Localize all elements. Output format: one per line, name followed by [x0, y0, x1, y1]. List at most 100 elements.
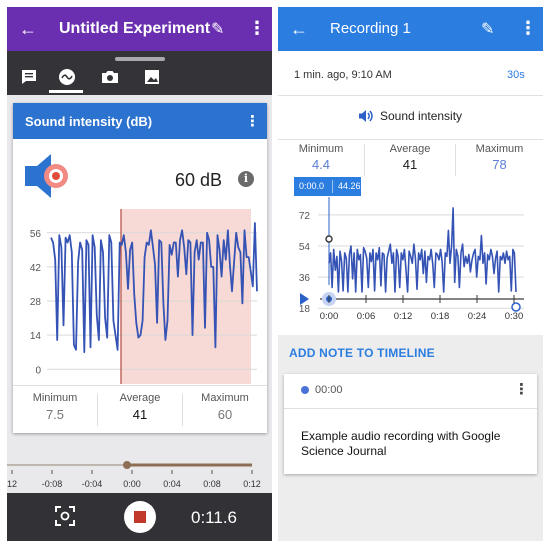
sensor-card: Sound intensity (dB) ⋮ 60 dB i 56 42 28 14 0… — [13, 103, 267, 433]
stat-label: Minimum — [298, 143, 344, 155]
divider — [455, 144, 456, 176]
x-tick-label: 0:30 — [505, 311, 524, 322]
stat-label: Average — [389, 143, 431, 155]
stat-average: Average 41 — [98, 386, 182, 434]
stat-label: Maximum — [475, 143, 524, 155]
add-note-button[interactable]: ADD NOTE TO TIMELINE — [289, 346, 435, 360]
x-tick-label: 0:18 — [431, 311, 450, 322]
timeline-tick-label: 0:12 — [243, 479, 261, 489]
timeline-tick-label: 0:00 — [123, 479, 141, 489]
pencil-icon[interactable]: ✎ — [211, 21, 225, 38]
right-screen: ← Recording 1 ✎ ⋮ 1 min. ago, 9:10 AM 30… — [278, 7, 543, 541]
recording-time: 0:11.6 — [191, 508, 238, 527]
arrow-left-icon[interactable]: ← — [290, 19, 308, 39]
current-reading: 60 dB — [175, 170, 223, 190]
sensor-wave-icon[interactable] — [57, 67, 77, 87]
sensor-name: Sound intensity — [380, 109, 463, 123]
pencil-icon[interactable]: ✎ — [481, 21, 495, 38]
sensor-card-title: Sound intensity (dB) — [25, 114, 153, 129]
recording-bar: 0:11.6 — [7, 493, 272, 541]
value-tooltip: 0:00.0 44.26 — [294, 177, 361, 196]
live-chart: 56 42 28 14 0 — [30, 209, 258, 384]
live-series-line — [50, 222, 258, 354]
recording-details: 1 min. ago, 9:10 AM 30s Sound intensity … — [278, 51, 543, 335]
cursor-point[interactable] — [325, 235, 333, 243]
drag-handle[interactable] — [115, 57, 165, 61]
stat-value: 7.5 — [45, 407, 65, 422]
timeline-tick-label: -0:04 — [82, 479, 103, 489]
y-tick-label: 36 — [299, 273, 311, 284]
tooltip-value: 44.26 — [338, 181, 361, 191]
timeline-tick-label: 0:08 — [203, 479, 221, 489]
y-tick-label: 14 — [30, 331, 42, 342]
x-tick-label: 0:24 — [468, 311, 487, 322]
y-tick-label: 18 — [299, 304, 311, 315]
note-marker-icon — [301, 386, 309, 394]
y-tick-label: 72 — [299, 211, 311, 222]
screenshot-icon[interactable] — [54, 505, 76, 527]
timeline-tick-label: 12 — [7, 479, 17, 489]
app-bar: ← Recording 1 ✎ ⋮ — [278, 7, 543, 51]
stat-value: 41 — [132, 407, 148, 422]
y-tick-label: 0 — [35, 365, 41, 376]
stats-row: Minimum 4.4 Average 41 Maximum 78 — [278, 139, 543, 179]
more-vert-icon[interactable]: ⋮ — [514, 381, 529, 398]
note-card[interactable]: 00:00 ⋮ Example audio recording with Goo… — [284, 374, 537, 474]
recording-duration: 30s — [507, 69, 525, 81]
camera-icon[interactable] — [100, 67, 120, 87]
x-tick-label: 0:00 — [320, 311, 339, 322]
stop-record-button[interactable] — [123, 500, 157, 534]
sensor-card-header: Sound intensity (dB) ⋮ — [13, 103, 267, 139]
info-icon[interactable]: i — [238, 171, 254, 187]
stat-maximum: Maximum 60 — [183, 386, 267, 434]
stat-value: 60 — [217, 407, 233, 422]
tab-bar — [7, 51, 272, 95]
scrubber-handle[interactable] — [123, 461, 131, 469]
divider — [278, 95, 543, 96]
timeline-tick-label: -0:08 — [42, 479, 63, 489]
stat-minimum: Minimum 4.4 — [278, 140, 364, 188]
y-tick-label: 54 — [299, 242, 311, 253]
stat-label: Average — [119, 392, 161, 404]
stat-value: 78 — [492, 157, 507, 172]
experiment-title: Untitled Experiment — [59, 20, 211, 37]
y-tick-label: 28 — [30, 297, 42, 308]
stat-value: 4.4 — [311, 157, 331, 172]
volume-icon — [359, 110, 373, 122]
app-bar: ← Untitled Experiment ✎ ⋮ — [7, 7, 272, 51]
recording-region — [121, 209, 251, 384]
divider — [182, 394, 183, 426]
left-screen: ← Untitled Experiment ✎ ⋮ Sound intensi — [7, 7, 272, 541]
recorded-series-line — [328, 207, 517, 293]
note-text: Example audio recording with Google Scie… — [301, 429, 501, 458]
recording-title: Recording 1 — [330, 20, 411, 37]
timeline-scrubber[interactable]: 12 -0:08 -0:04 0:00 0:04 0:08 0:12 — [7, 455, 272, 493]
divider — [332, 180, 333, 193]
stat-minimum: Minimum 7.5 — [13, 386, 97, 434]
gallery-icon[interactable] — [142, 67, 162, 87]
more-vert-icon[interactable]: ⋮ — [519, 18, 537, 38]
arrow-left-icon[interactable]: ← — [19, 19, 37, 39]
divider — [284, 408, 537, 409]
divider — [364, 144, 365, 176]
play-icon[interactable] — [300, 293, 309, 305]
stat-average: Average 41 — [365, 140, 455, 188]
stat-maximum: Maximum 78 — [456, 140, 543, 188]
divider — [97, 394, 98, 426]
stat-label: Minimum — [32, 392, 78, 404]
more-vert-icon[interactable]: ⋮ — [248, 18, 266, 38]
selected-tab-indicator — [49, 90, 83, 93]
stats-row: Minimum 7.5 Average 41 Maximum 60 — [13, 385, 267, 433]
note-icon[interactable] — [19, 67, 39, 87]
stat-value: 41 — [402, 157, 418, 172]
y-tick-label: 56 — [30, 229, 42, 240]
more-vert-icon[interactable]: ⋮ — [245, 113, 260, 130]
note-time: 00:00 — [315, 384, 343, 396]
x-tick-label: 0:12 — [394, 311, 413, 322]
y-tick-label: 42 — [30, 263, 42, 274]
x-tick-label: 0:06 — [357, 311, 376, 322]
end-point[interactable] — [511, 302, 521, 312]
tooltip-time: 0:00.0 — [299, 181, 325, 191]
stat-label: Maximum — [201, 392, 249, 404]
recording-chart[interactable]: 72 54 36 18 0:00 0:06 0:12 0:18 0:24 0:30 — [278, 197, 543, 333]
